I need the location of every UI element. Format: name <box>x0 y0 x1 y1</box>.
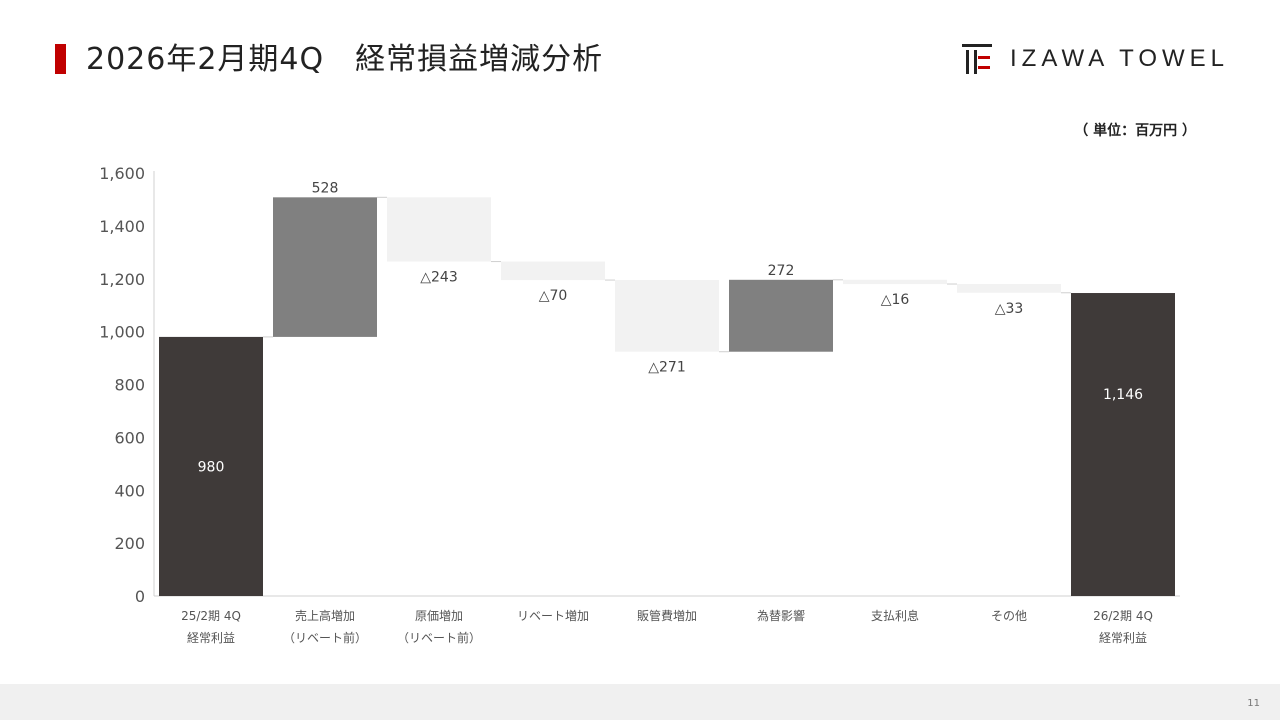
y-tick-label: 1,000 <box>99 323 145 342</box>
y-tick-label: 400 <box>114 481 145 500</box>
y-tick-label: 1,400 <box>99 217 145 236</box>
title-accent-bar <box>55 44 66 74</box>
waterfall-bar <box>957 284 1061 293</box>
data-label: 980 <box>198 459 225 475</box>
x-category-label: （リベート前） <box>283 630 367 645</box>
y-tick-label: 1,200 <box>99 270 145 289</box>
x-category-label: 25/2期 4Q <box>181 609 241 623</box>
data-label: 1,146 <box>1103 387 1143 403</box>
x-category-label: 経常利益 <box>1099 631 1147 645</box>
data-label: 528 <box>312 180 339 196</box>
page-number: 11 <box>1247 698 1260 709</box>
x-category-label: 販管費増加 <box>637 608 697 623</box>
waterfall-bar <box>1071 293 1175 596</box>
x-category-label: （リベート前） <box>397 630 481 645</box>
waterfall-bar <box>729 279 833 352</box>
x-category-label: リベート増加 <box>517 609 589 623</box>
y-tick-label: 800 <box>114 376 145 395</box>
waterfall-bar <box>159 336 263 596</box>
waterfall-bar <box>615 280 719 352</box>
x-category-label: その他 <box>991 609 1027 623</box>
waterfall-bar <box>387 197 491 262</box>
y-tick-label: 600 <box>114 428 145 447</box>
data-label: 272 <box>768 263 795 279</box>
waterfall-bar <box>501 261 605 281</box>
x-category-label: 経常利益 <box>187 631 235 645</box>
y-tick-label: 0 <box>135 587 145 606</box>
x-category-label: 原価増加 <box>415 609 463 623</box>
unit-label: （ 単位：百万円 ） <box>1074 123 1196 139</box>
data-label: △70 <box>539 288 568 304</box>
data-label: △16 <box>881 292 910 308</box>
y-tick-label: 1,600 <box>99 164 145 183</box>
waterfall-chart: 0 200 400 600 800 1,000 1,200 1,400 1,600 980 528 △… <box>99 164 1180 645</box>
data-label: △33 <box>995 301 1024 317</box>
x-category-label: 売上高増加 <box>295 608 355 623</box>
footer-band <box>0 684 1280 720</box>
company-logo: IZAWA TOWEL <box>962 44 1229 74</box>
x-category-label: 26/2期 4Q <box>1093 609 1153 623</box>
data-label: △243 <box>420 270 458 286</box>
waterfall-bar <box>843 279 947 285</box>
logo-text: IZAWA TOWEL <box>1010 45 1230 72</box>
x-category-label: 為替影響 <box>757 608 805 623</box>
logo-mark-icon <box>962 44 992 74</box>
waterfall-bar <box>273 197 377 337</box>
y-tick-label: 200 <box>114 534 145 553</box>
data-label: △271 <box>648 360 686 376</box>
page-title: 2026年2月期4Q 経常損益増減分析 <box>86 42 604 77</box>
x-category-label: 支払利息 <box>871 608 919 623</box>
